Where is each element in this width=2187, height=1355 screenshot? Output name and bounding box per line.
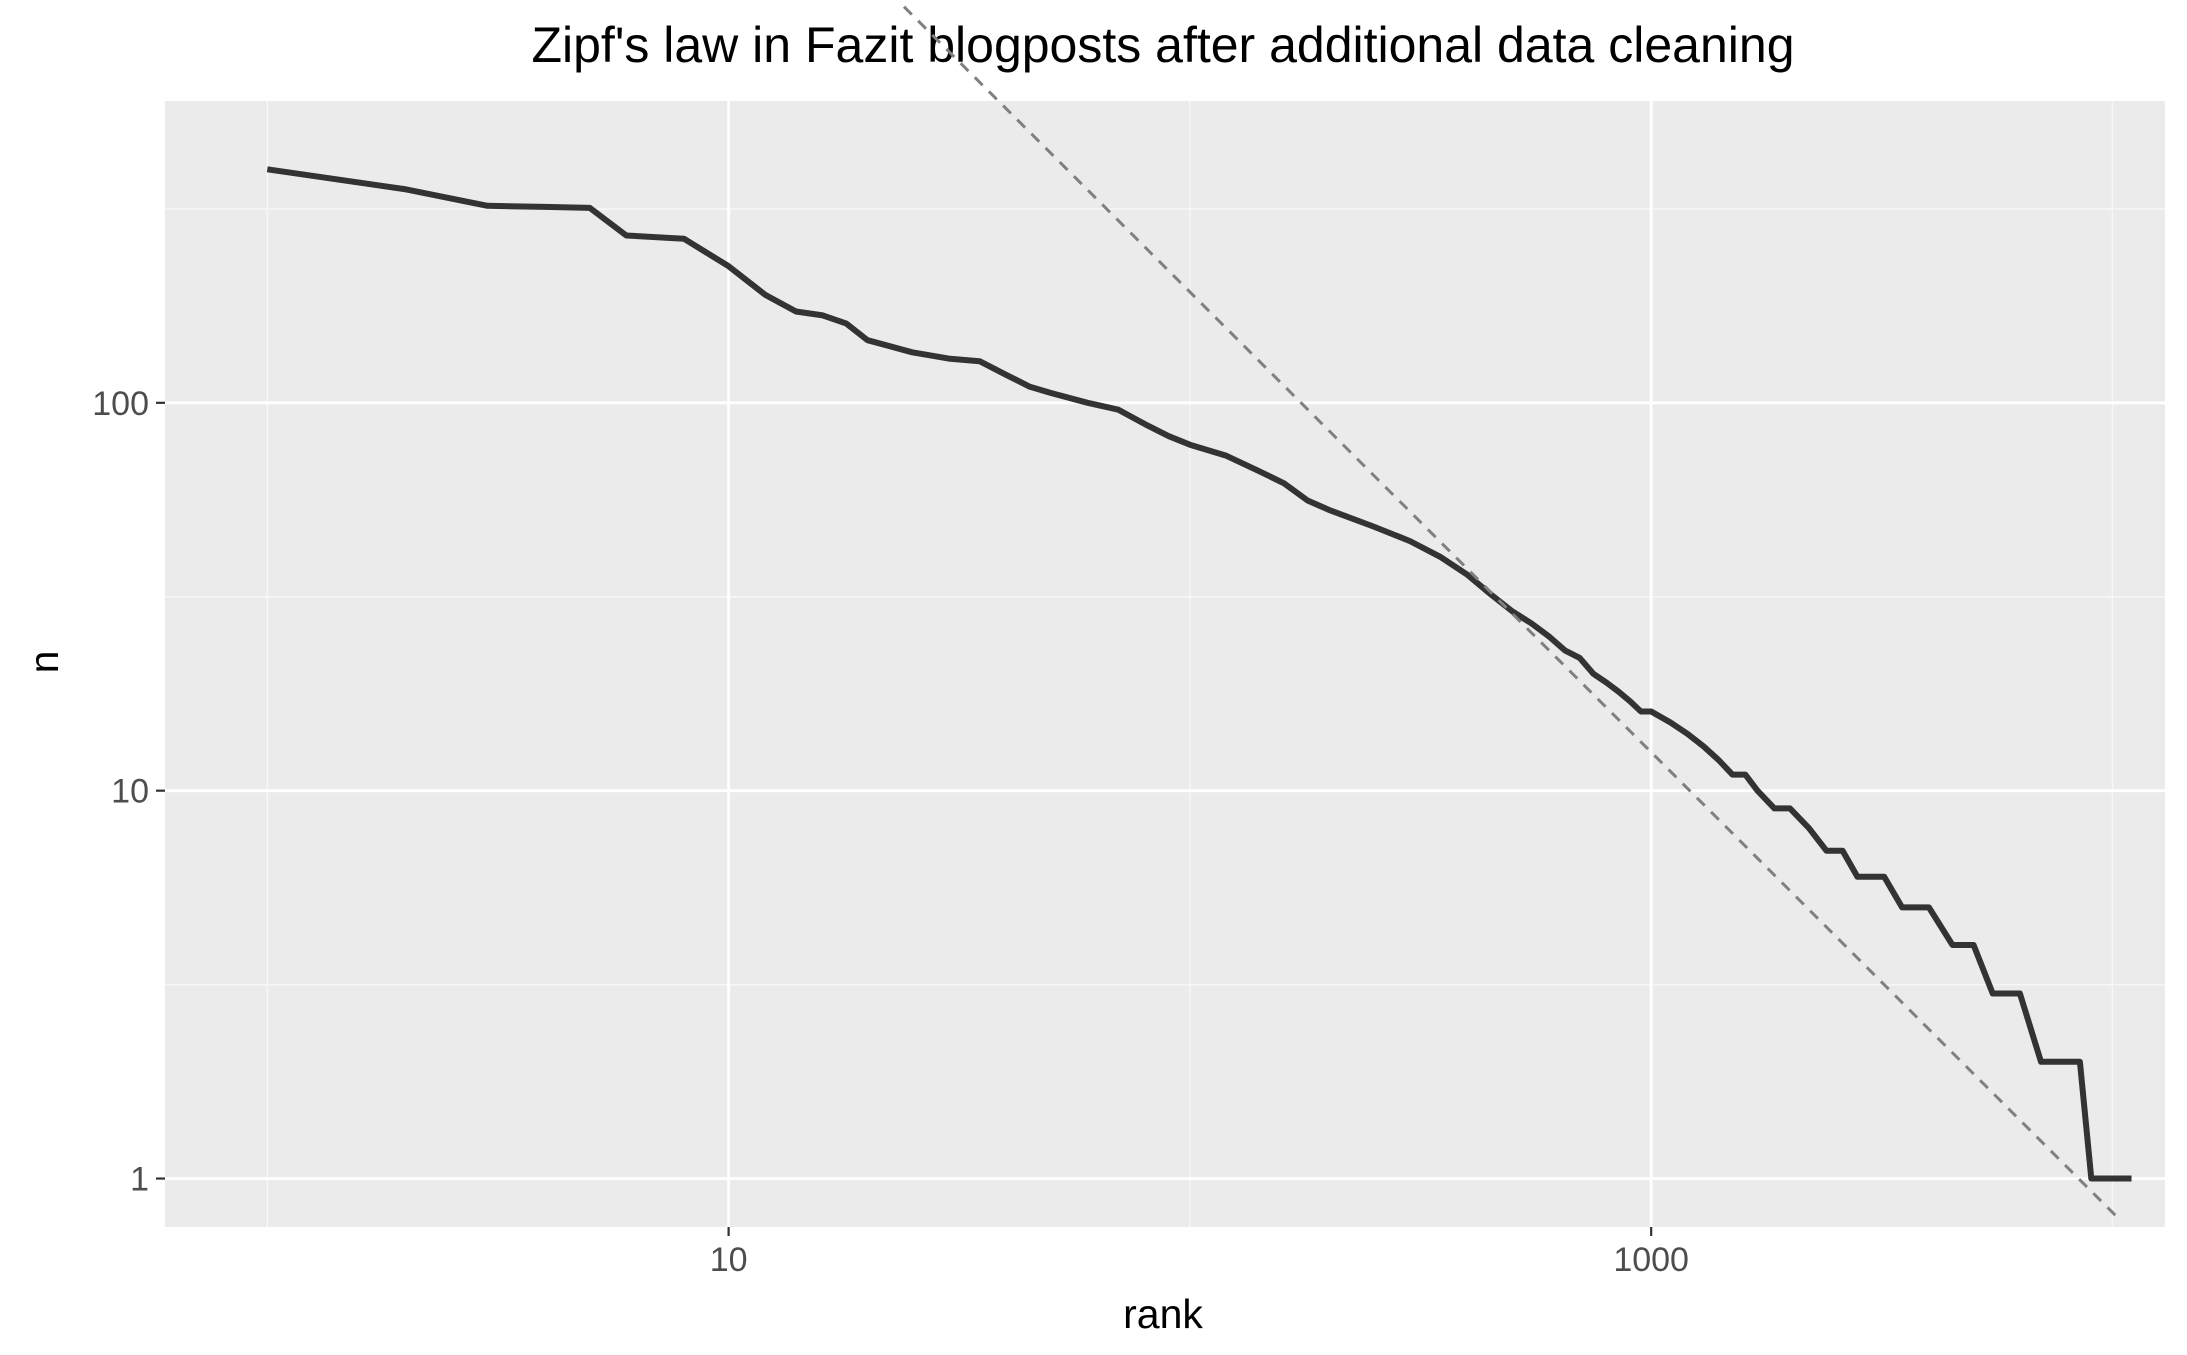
- x-axis-title: rank: [1123, 1291, 1203, 1337]
- x-tick-label: 10: [710, 1241, 748, 1279]
- tick-labels: 10 1000 1 10 100: [92, 385, 1689, 1279]
- rank-frequency-line: [266, 166, 2132, 1182]
- chart-title: Zipf's law in Fazit blogposts after addi…: [531, 17, 1794, 73]
- y-axis-title: n: [21, 651, 67, 674]
- major-gridlines: [165, 101, 2165, 1227]
- y-tick-label: 100: [92, 385, 149, 423]
- zipf-fit-dashed-line: [902, 5, 2120, 1220]
- series-layer: [266, 5, 2132, 1220]
- plot-panel: [165, 101, 2165, 1227]
- y-tick-label: 10: [111, 773, 149, 811]
- x-tick-label: 1000: [1613, 1241, 1689, 1279]
- y-tick-label: 1: [130, 1161, 149, 1199]
- axis-ticks: [156, 401, 1653, 1236]
